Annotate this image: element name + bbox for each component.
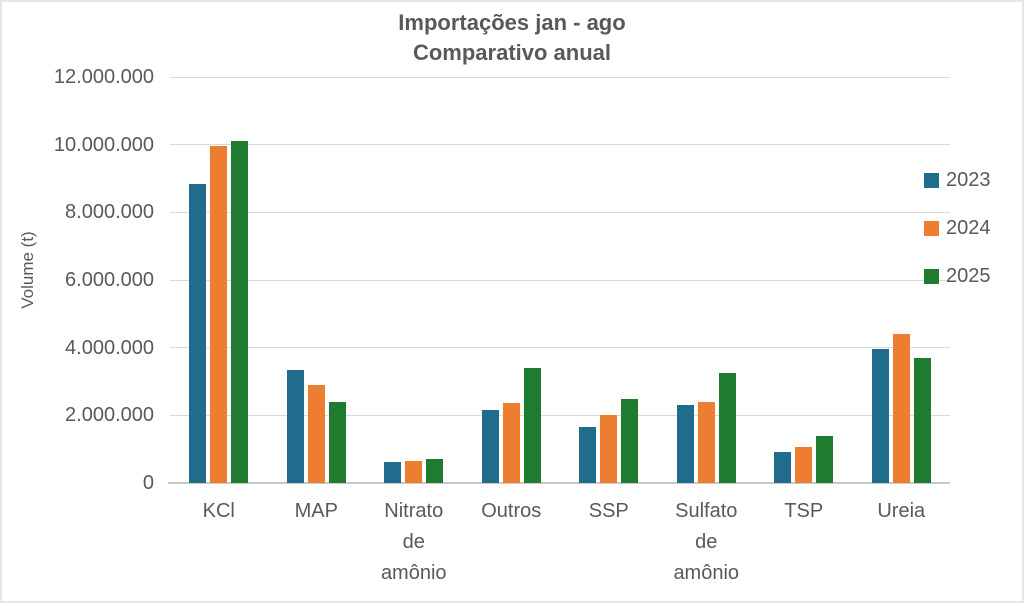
gridline: [170, 347, 950, 349]
bar-2023: [189, 184, 207, 483]
bar-2025: [523, 368, 541, 483]
legend: 2023 2024 2025: [924, 168, 991, 314]
bar-2025: [328, 402, 346, 483]
gridline: [170, 211, 950, 213]
y-tick-label: 10.000.000: [53, 133, 154, 156]
bar-group-2: [286, 370, 346, 483]
legend-marker-icon: [924, 172, 939, 188]
bar-2024: [307, 385, 325, 483]
y-tick-label: 2.000.000: [65, 404, 154, 427]
bar-2023: [676, 405, 694, 483]
bar-2024: [795, 447, 813, 483]
bar-2024: [892, 334, 910, 483]
bar-group-4: [481, 368, 541, 483]
legend-item-2024: 2024: [924, 216, 991, 239]
bar-group-7: [774, 436, 834, 483]
bar-2024: [405, 461, 423, 483]
bar-2023: [871, 349, 889, 483]
chart-title-line1: Importações jan - ago: [398, 10, 626, 35]
bar-2025: [718, 373, 736, 483]
x-category-label: MAP: [294, 500, 338, 522]
legend-label: 2023: [946, 168, 991, 191]
bar-2025: [426, 459, 444, 483]
x-category-label: Sulfato de amônio: [673, 500, 740, 584]
bar-2025: [913, 358, 931, 483]
y-tick-label: 12.000.000: [53, 66, 154, 88]
x-category-label: Nitrato de amônio: [380, 500, 447, 584]
bar-2024: [210, 146, 228, 483]
chart-title-line2: Comparativo anual: [412, 40, 612, 65]
x-category-label: KCl: [202, 500, 235, 522]
y-tick-label: 6.000.000: [65, 269, 154, 291]
bar-2023: [774, 452, 792, 483]
y-tick-label: 8.000.000: [65, 201, 154, 224]
bar-2025: [816, 436, 834, 483]
gridline: [170, 279, 950, 281]
bar-group-3: [384, 459, 444, 483]
x-category-label: Ureia: [877, 500, 926, 522]
x-category-label: Outros: [481, 500, 542, 522]
bar-group-8: [871, 334, 931, 483]
x-axis-line: [168, 482, 950, 484]
bar-2024: [697, 402, 715, 483]
bar-2023: [384, 462, 402, 483]
y-tick-label: 4.000.000: [65, 336, 154, 359]
bar-2024: [502, 403, 520, 483]
legend-item-2023: 2023: [924, 168, 991, 191]
x-category-label: SSP: [588, 500, 629, 522]
bar-2023: [579, 427, 597, 483]
bar-2025: [231, 141, 249, 483]
legend-label: 2024: [946, 216, 991, 239]
legend-item-2025: 2025: [924, 264, 991, 287]
gridline: [170, 414, 950, 416]
bar-group-1: [189, 141, 249, 483]
bar-2023: [286, 370, 304, 483]
bar-2024: [600, 415, 618, 483]
chart-title: Importações jan - ago Comparativo anual: [2, 8, 1022, 68]
legend-label: 2025: [946, 264, 991, 287]
y-tick-label: 0: [142, 472, 154, 494]
bar-group-5: [579, 399, 639, 483]
bar-2025: [621, 399, 639, 483]
gridline: [170, 76, 950, 78]
plot-area: [168, 76, 950, 484]
legend-marker-icon: [924, 220, 939, 236]
bar-2023: [481, 410, 499, 483]
x-category-label: TSP: [784, 500, 824, 522]
gridline: [170, 144, 950, 146]
bar-group-6: [676, 373, 736, 483]
legend-marker-icon: [924, 268, 939, 284]
